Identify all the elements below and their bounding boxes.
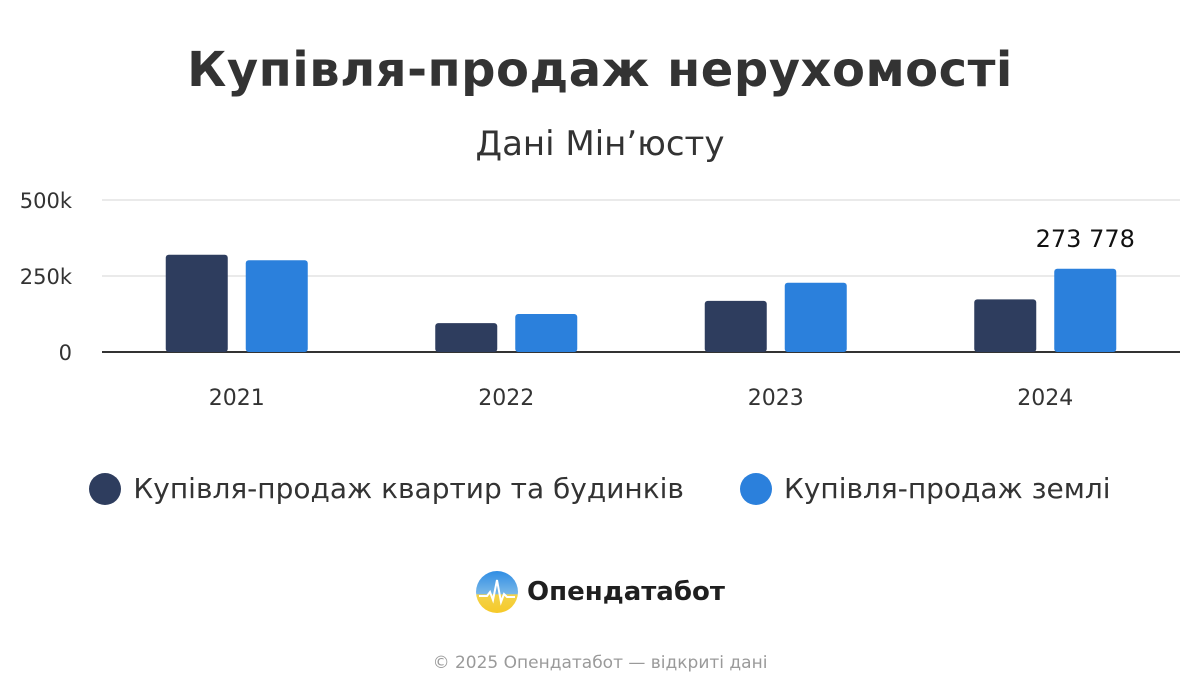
bars [165, 254, 1117, 352]
opendatabot-logo-icon [476, 571, 519, 613]
bar-land-2021[interactable] [245, 260, 308, 352]
chart-title: Купівля-продаж нерухомості [187, 42, 1013, 98]
bar-apartments-2022[interactable] [435, 323, 498, 352]
x-tick-label: 2023 [748, 386, 804, 411]
bar-land-2024[interactable] [1054, 268, 1117, 352]
brand: Опендатабот [0, 570, 1200, 614]
brand-name: Опендатабот [527, 577, 725, 607]
data-labels: 273 778 [1036, 225, 1135, 253]
legend-label-apartments: Купівля-продаж квартир та будинків [133, 472, 684, 505]
legend-item-land[interactable]: Купівля-продаж землі [739, 472, 1111, 505]
bar-apartments-2021[interactable] [165, 254, 228, 352]
legend-swatch-land [739, 472, 772, 505]
y-axis-ticks: 0 250k 500k [20, 189, 73, 365]
chart-legend: Купівля-продаж квартир та будинків Купів… [0, 472, 1200, 505]
y-tick-label: 250k [20, 265, 73, 289]
bar-apartments-2023[interactable] [704, 300, 767, 352]
bar-land-2022[interactable] [515, 314, 578, 352]
x-tick-label: 2021 [209, 386, 265, 411]
footer-copyright: © 2025 Опендатабот — відкриті дані [432, 653, 768, 673]
x-tick-label: 2022 [478, 386, 534, 411]
bar-apartments-2024[interactable] [974, 299, 1037, 352]
bar-land-2023[interactable] [784, 282, 847, 352]
legend-item-apartments[interactable]: Купівля-продаж квартир та будинків [89, 472, 684, 505]
data-label: 273 778 [1036, 225, 1135, 253]
bar-chart: 0 250k 500k 2021 2022 2023 2024 273 778 [20, 189, 1180, 411]
y-tick-label: 500k [20, 189, 73, 213]
x-tick-label: 2024 [1017, 386, 1073, 411]
y-tick-label: 0 [59, 341, 72, 365]
legend-swatch-apartments [89, 472, 122, 505]
x-axis-ticks: 2021 2022 2023 2024 [209, 386, 1074, 411]
chart-subtitle: Дані Мін’юсту [475, 124, 725, 164]
legend-label-land: Купівля-продаж землі [783, 472, 1111, 505]
